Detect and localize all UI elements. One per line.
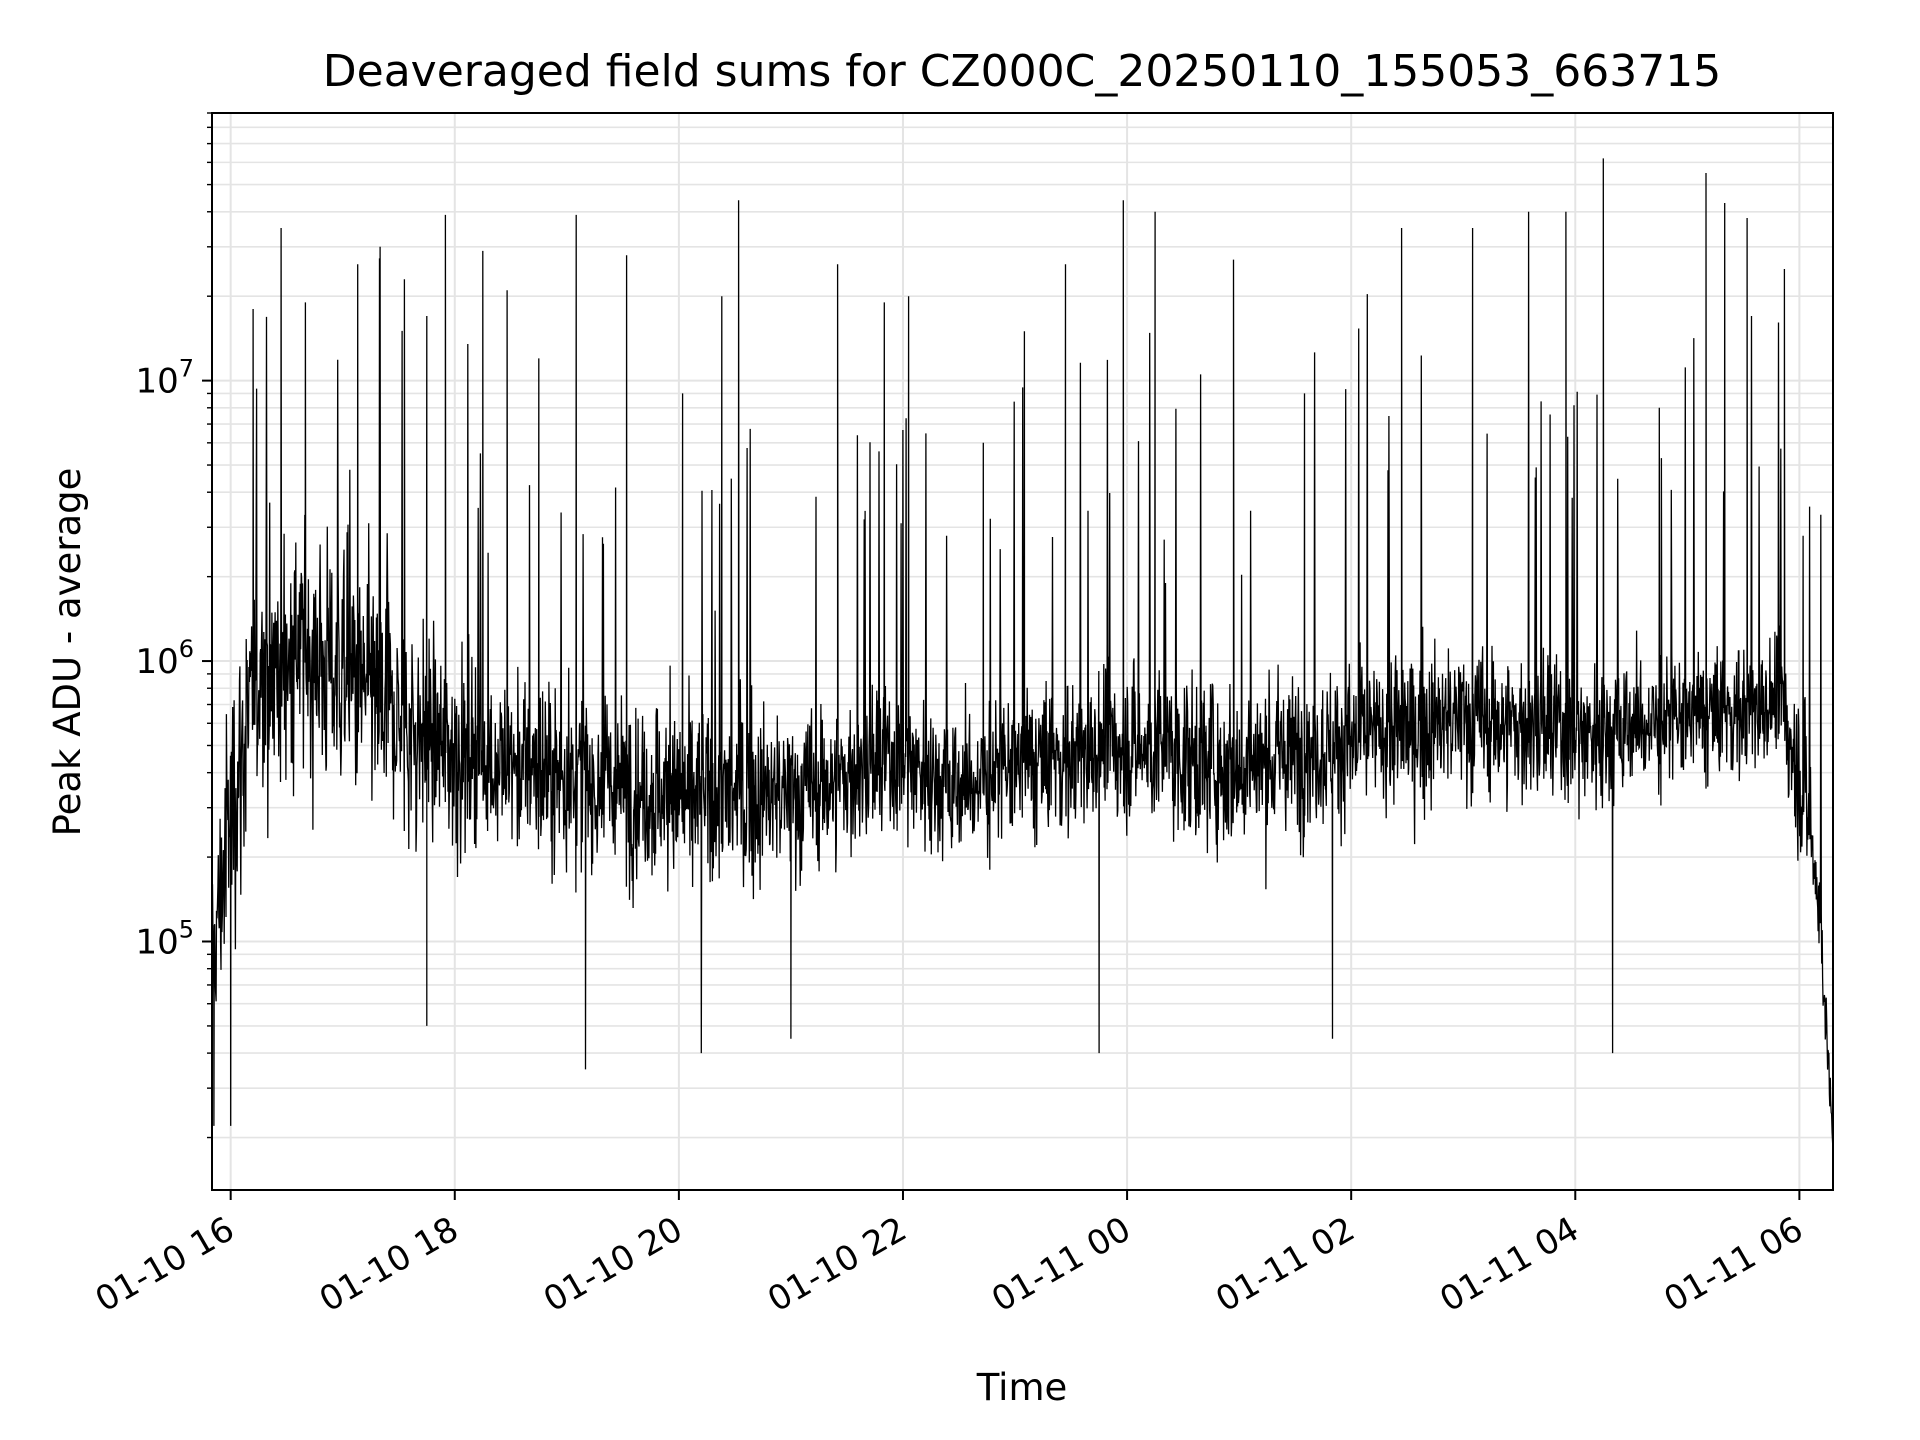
y-tick-label: 106 (135, 635, 194, 682)
series-line (212, 158, 1833, 1151)
y-tick-label: 105 (135, 916, 194, 963)
y-axis: 105 106 107 (135, 112, 212, 1139)
y-axis-label: Peak ADU - average (46, 468, 89, 837)
plot-area (212, 158, 1833, 1151)
plot-frame (211, 112, 1834, 1191)
x-axis-label: Time (976, 1366, 1068, 1409)
chart-title: Deaveraged field sums for CZ000C_2025011… (323, 46, 1721, 97)
y-tick-label: 107 (135, 355, 194, 402)
